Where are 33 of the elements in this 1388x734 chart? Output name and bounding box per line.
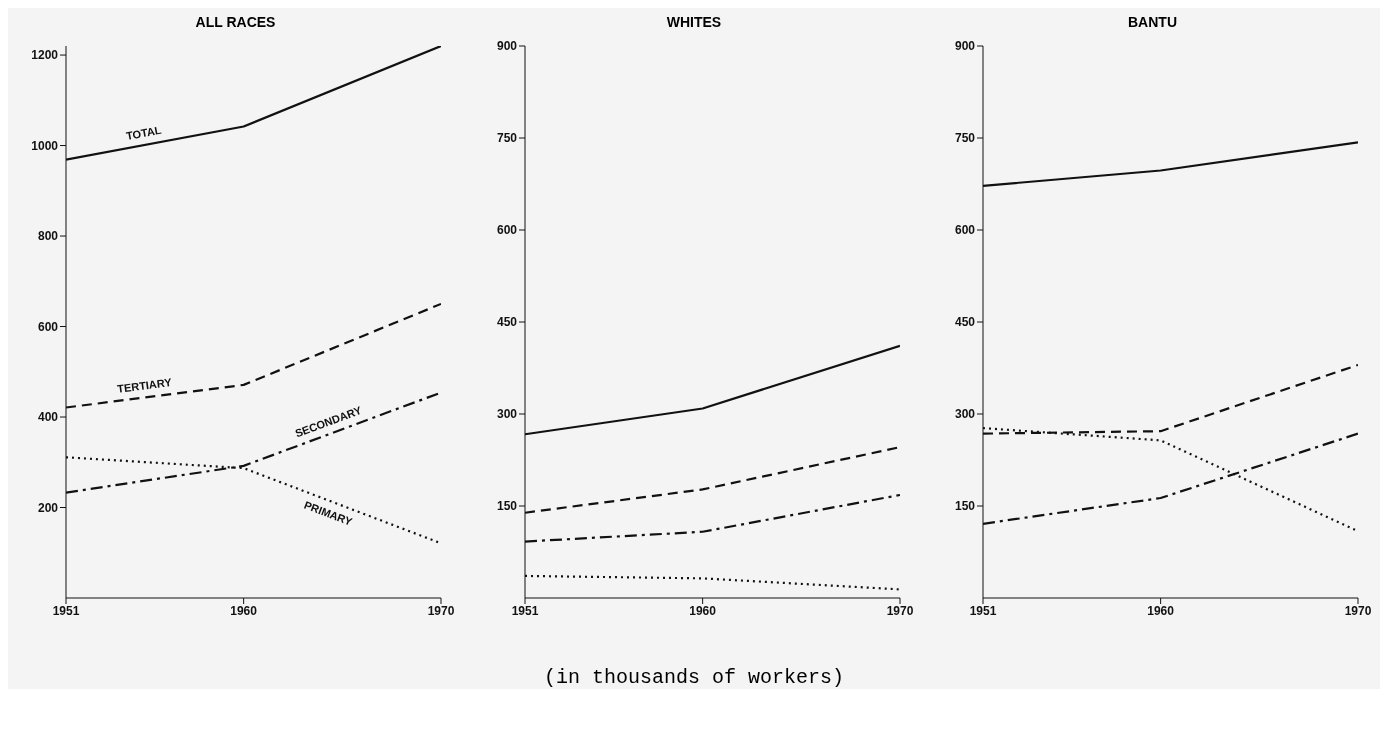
chart-title: BANTU [1128,14,1177,32]
chart-title: WHITES [666,14,722,32]
y-tick-label: 750 [496,131,517,146]
y-tick-label: 600 [496,223,517,238]
x-tick-label: 1970 [427,603,455,618]
x-tick-label: 1970 [886,603,914,618]
y-tick-label: 800 [37,229,59,244]
y-tick-label: 750 [954,131,976,146]
y-tick-label: 400 [37,410,59,425]
y-tick-label: 600 [954,223,976,238]
y-tick-label: 1000 [31,138,59,153]
y-tick-label: 1200 [31,48,59,63]
y-tick-label: 450 [954,315,976,330]
y-tick-label: 300 [496,407,517,422]
text: (in thousands of workers) [542,666,846,689]
y-tick-label: 900 [954,39,976,54]
x-tick-label: 1951 [969,603,997,618]
y-tick-label: 200 [37,500,59,515]
y-tick-label: 150 [954,499,976,514]
chart-title: ALL RACES [195,14,276,32]
x-tick-label: 1970 [1344,603,1372,618]
y-tick-label: 450 [496,315,517,330]
y-tick-label: 900 [496,39,517,54]
y-tick-label: 300 [954,407,976,422]
x-tick-label: 1960 [1147,603,1175,618]
text: TERTIARY [116,375,173,395]
x-tick-label: 1951 [511,603,539,618]
x-tick-label: 1960 [230,603,258,618]
x-tick-label: 1960 [688,603,716,618]
y-tick-label: 150 [496,499,517,514]
y-tick-label: 600 [37,319,59,334]
x-tick-label: 1951 [52,603,80,618]
text: TOTAL [125,123,163,143]
